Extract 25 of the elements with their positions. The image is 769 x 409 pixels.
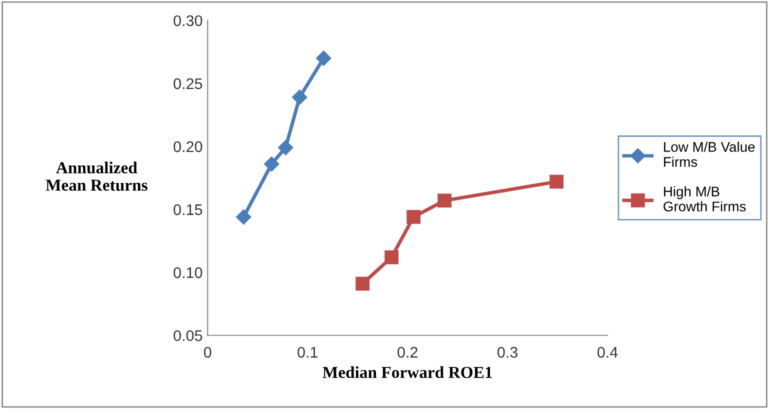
point <box>264 156 280 172</box>
point <box>316 50 332 66</box>
x-tick-label: 0.3 <box>498 346 518 358</box>
point <box>550 174 564 189</box>
y-tick-label: 0.30 <box>174 15 202 26</box>
x-tick-label: 0 <box>204 346 212 358</box>
x-tick-label: 0.4 <box>597 346 618 358</box>
point <box>384 250 399 264</box>
x-axis-title: Median Forward ROE1 <box>322 366 492 378</box>
y-tick-label: 0.10 <box>174 267 202 278</box>
point <box>236 209 252 225</box>
legend-label: High M/B Growth Firms <box>664 186 746 212</box>
x-tick-label: 0.2 <box>398 346 418 358</box>
y-tick-label: 0.25 <box>174 78 202 90</box>
point <box>356 276 370 291</box>
x-tick-label: 0.1 <box>298 346 318 358</box>
y-axis-title: Annualized Mean Returns <box>46 162 148 191</box>
point <box>406 210 421 224</box>
legend-label: Low M/B Value Firms <box>664 142 755 167</box>
y-tick-label: 0.20 <box>174 141 202 152</box>
point <box>278 140 294 156</box>
y-tick-label: 0.15 <box>174 204 202 216</box>
point <box>292 90 308 105</box>
y-tick-label: 0.05 <box>174 330 202 342</box>
point <box>438 194 452 208</box>
